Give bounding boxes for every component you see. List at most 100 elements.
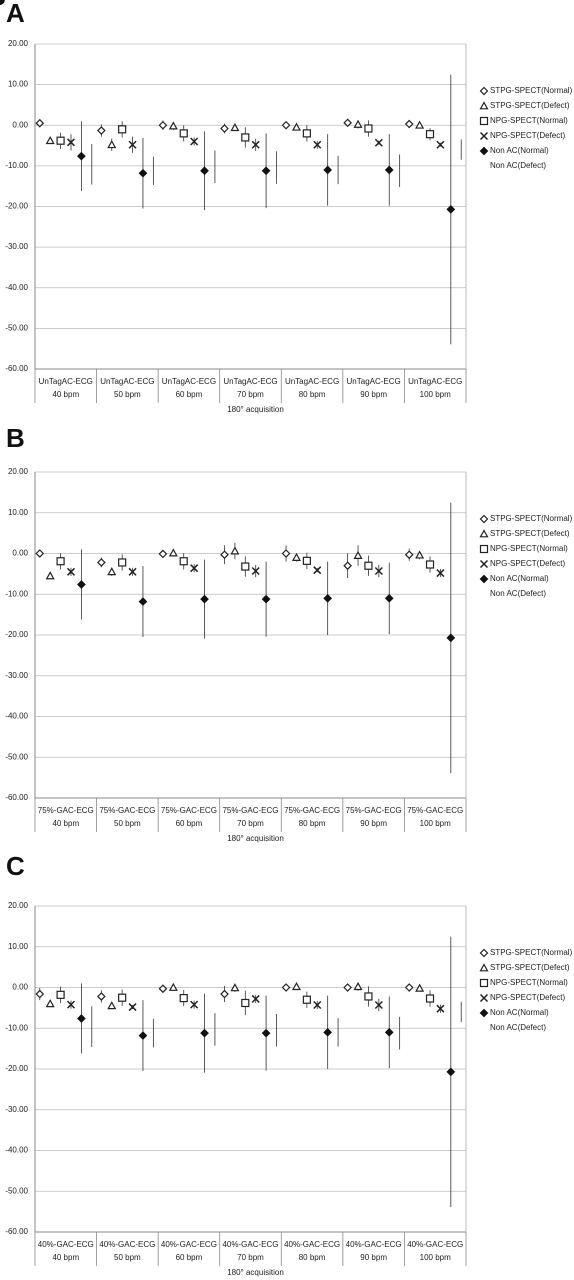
- marker: [323, 165, 333, 175]
- y-tick-label: -30.00: [5, 242, 28, 251]
- marker: [384, 593, 394, 603]
- marker: [479, 993, 489, 1003]
- marker: [374, 138, 383, 147]
- panel-label: B: [6, 423, 25, 453]
- marker: [374, 566, 383, 576]
- marker: [343, 118, 352, 128]
- marker: [384, 1027, 394, 1037]
- marker: [230, 546, 240, 555]
- y-tick-label: -60.00: [5, 364, 28, 373]
- marker: [364, 124, 373, 133]
- marker: [45, 571, 55, 580]
- x-tick-label: 90 bpm: [360, 1253, 387, 1262]
- y-tick-label: -50.00: [5, 323, 28, 332]
- x-tick-label: 40%-GAC-ECG: [284, 1240, 340, 1249]
- marker: [158, 984, 168, 994]
- y-tick-label: -60.00: [5, 1227, 28, 1236]
- x-axis-label: 180° acquisition: [227, 834, 284, 843]
- marker: [97, 558, 106, 567]
- marker: [118, 993, 127, 1002]
- x-tick-label: 75%-GAC-ECG: [346, 806, 402, 815]
- x-tick-label: 100 bpm: [420, 819, 451, 828]
- marker: [128, 567, 137, 576]
- y-tick-label: 20.00: [8, 39, 29, 48]
- y-tick-label: -10.00: [5, 589, 28, 598]
- x-tick-label: 75%-GAC-ECG: [284, 806, 340, 815]
- marker: [404, 550, 414, 560]
- marker: [200, 1028, 209, 1038]
- x-tick-label: UnTagAC-ECG: [285, 377, 339, 386]
- x-tick-label: 70 bpm: [237, 1253, 264, 1262]
- marker: [404, 119, 414, 129]
- marker: [446, 204, 456, 214]
- marker: [436, 1004, 445, 1013]
- marker: [343, 561, 352, 571]
- marker: [415, 120, 425, 129]
- x-tick-label: 40%-GAC-ECG: [38, 1240, 94, 1249]
- legend-label: STPG-SPECT(Defect): [490, 963, 570, 972]
- marker: [436, 569, 445, 578]
- marker: [230, 122, 240, 132]
- y-tick-label: -40.00: [5, 712, 28, 721]
- x-tick-label: 80 bpm: [299, 390, 326, 399]
- marker: [168, 548, 178, 557]
- marker: [56, 557, 65, 566]
- x-tick-label: 40%-GAC-ECG: [407, 1240, 463, 1249]
- marker: [35, 118, 45, 128]
- x-tick-label: 40 bpm: [52, 1253, 79, 1262]
- x-tick-label: 70 bpm: [237, 390, 264, 399]
- marker: [261, 1028, 271, 1038]
- y-tick-label: -40.00: [5, 1146, 28, 1155]
- marker: [364, 561, 373, 570]
- marker: [446, 1067, 456, 1077]
- x-tick-label: UnTagAC-ECG: [347, 377, 401, 386]
- x-tick-label: 40%-GAC-ECG: [346, 1240, 402, 1249]
- x-tick-label: 75%-GAC-ECG: [222, 806, 278, 815]
- y-tick-label: 0.00: [12, 549, 28, 558]
- y-tick-label: 0.00: [12, 120, 28, 129]
- marker: [107, 1001, 117, 1010]
- marker: [138, 168, 148, 178]
- legend-label: STPG-SPECT(Defect): [490, 101, 570, 110]
- marker: [302, 129, 311, 138]
- marker: [479, 101, 489, 110]
- x-tick-label: 50 bpm: [114, 390, 141, 399]
- marker: [77, 580, 86, 589]
- legend-label: NPG-SPECT(Defect): [490, 993, 565, 1002]
- legend-label: Non AC(Defect): [490, 589, 546, 598]
- legend-label: Non AC(Normal): [490, 146, 549, 155]
- y-tick-label: 20.00: [8, 901, 29, 910]
- y-tick-label: -20.00: [5, 202, 28, 211]
- x-tick-label: 40 bpm: [52, 390, 79, 399]
- marker: [200, 166, 209, 176]
- y-tick-label: -30.00: [5, 1105, 28, 1114]
- marker: [313, 1000, 322, 1010]
- marker: [364, 992, 373, 1001]
- marker: [220, 124, 229, 133]
- marker: [251, 994, 260, 1003]
- x-tick-label: 40 bpm: [52, 819, 79, 828]
- x-tick-label: 70 bpm: [237, 819, 264, 828]
- marker: [128, 140, 137, 149]
- marker: [479, 514, 489, 524]
- marker: [479, 559, 489, 569]
- y-tick-label: -50.00: [5, 752, 28, 761]
- marker: [241, 998, 250, 1008]
- legend-label: NPG-SPECT(Defect): [490, 131, 565, 140]
- marker: [291, 552, 301, 561]
- y-tick-label: 10.00: [8, 942, 29, 951]
- marker: [66, 567, 76, 576]
- marker: [190, 137, 199, 146]
- marker: [56, 990, 65, 999]
- marker: [479, 86, 489, 96]
- marker: [302, 556, 311, 565]
- marker: [158, 549, 168, 559]
- marker: [479, 146, 489, 156]
- legend-label: STPG-SPECT(Normal): [490, 86, 573, 95]
- y-tick-label: -10.00: [5, 161, 28, 170]
- marker: [179, 557, 188, 566]
- x-tick-label: 80 bpm: [299, 819, 326, 828]
- marker: [118, 125, 127, 134]
- y-tick-label: -30.00: [5, 671, 28, 680]
- y-tick-label: -10.00: [5, 1023, 28, 1032]
